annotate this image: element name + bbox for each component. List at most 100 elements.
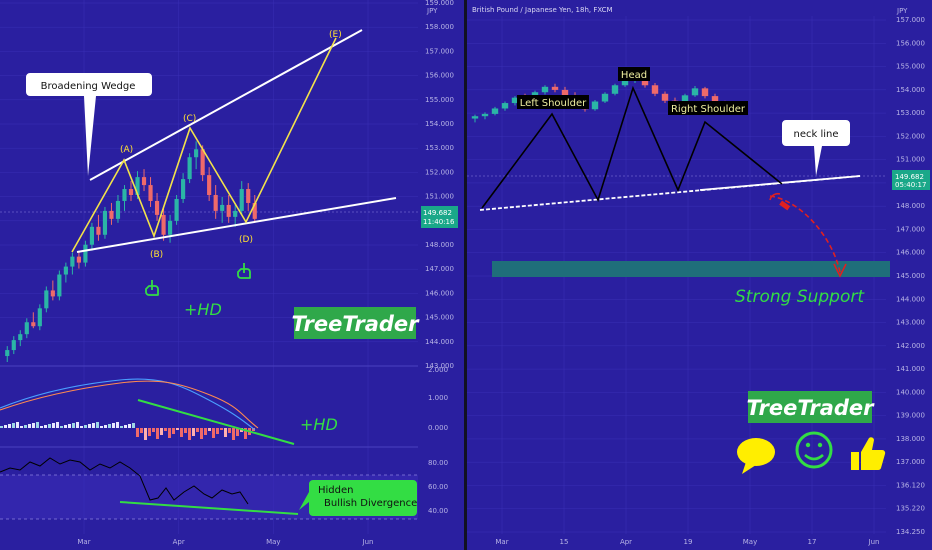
divergence-label-line2: Bullish Divergence [324, 498, 417, 509]
time-tick-label: 19 [684, 538, 693, 546]
macd-bar [108, 424, 111, 428]
candle-body [711, 96, 719, 104]
candle-body [167, 220, 173, 235]
right-chart-panel[interactable]: British Pound / Japanese Yen, 18h, FXCM … [467, 6, 930, 546]
speech-bubble-icon [737, 438, 775, 474]
macd-line [0, 378, 256, 431]
price-tick-label: 143.000 [425, 362, 454, 370]
candle-body [601, 93, 609, 102]
candle-body [11, 340, 16, 351]
macd-bar [216, 428, 219, 434]
macd-bar [204, 428, 207, 435]
candle-body [83, 244, 88, 263]
left-price-axis[interactable]: 159.000 158.000 157.000 156.000 155.000 154.0… [425, 0, 454, 515]
wave-label-c: (C) [183, 114, 196, 124]
left-price-badge[interactable]: 149.682 11:40:16 [421, 206, 458, 228]
right-unit-label: JPY [896, 7, 908, 15]
macd-bar [60, 426, 63, 428]
pointing-hand-icon-b [145, 280, 159, 296]
price-tick-label: 158.000 [425, 23, 454, 31]
left-time-axis[interactable]: Mar Apr May Jun [77, 538, 373, 546]
price-tick-label: 139.000 [896, 412, 925, 420]
price-tick-label: 157.000 [896, 16, 925, 24]
right-shoulder-label: Right Shoulder [671, 104, 746, 115]
time-tick-label: Jun [868, 538, 880, 546]
breakdown-arrow-icon [769, 192, 847, 278]
time-tick-label: May [266, 538, 280, 546]
panel-divider[interactable] [464, 0, 467, 550]
wave-label-b: (B) [150, 250, 163, 260]
candle-body [220, 204, 225, 211]
candle-body [24, 322, 29, 335]
macd-bar [172, 428, 175, 434]
candle-body [18, 334, 23, 341]
price-tick-label: 148.000 [425, 241, 454, 249]
left-badge-price: 149.682 [423, 209, 452, 217]
macd-bar [176, 428, 179, 430]
macd-bar [104, 425, 107, 428]
candle-body [591, 101, 599, 110]
right-badge-price: 149.682 [895, 173, 924, 181]
candle-body [57, 274, 62, 297]
candle-body [213, 195, 218, 211]
price-tick-label: 152.000 [896, 132, 925, 140]
candle-body [691, 88, 699, 96]
right-time-axis[interactable]: Mar 15 Apr 19 May 17 Jun [495, 538, 879, 546]
macd-bar [28, 424, 31, 428]
brand-badge-right [748, 391, 872, 423]
candle-body [681, 95, 689, 104]
candle-body [135, 177, 140, 196]
macd-bar [8, 424, 11, 428]
price-tick-label: 148.000 [896, 202, 925, 210]
left-unit-label: JPY [426, 7, 438, 15]
candle-body [102, 210, 108, 235]
macd-bar [200, 428, 203, 439]
macd-signal-line [0, 380, 259, 429]
time-tick-label: May [743, 538, 757, 546]
macd-bar [0, 426, 3, 428]
candle-body [701, 88, 709, 97]
macd-bar [228, 428, 231, 433]
time-tick-label: Mar [495, 538, 508, 546]
macd-bar [120, 426, 123, 428]
price-tick-label: 143.000 [896, 319, 925, 327]
candle-body [44, 290, 49, 309]
macd-bar [80, 426, 83, 428]
candle-body [37, 308, 42, 327]
left-chart-panel[interactable]: (A) (B) (C) (D) (E) Broadening Wedge +HD… [0, 0, 458, 546]
head-label: Head [621, 70, 647, 81]
head-callout: Head [618, 67, 650, 81]
left-candles [5, 141, 257, 362]
macd-bar [156, 428, 159, 439]
macd-bar [24, 425, 27, 428]
price-tick-label: 151.000 [896, 156, 925, 164]
wave-label-e: (E) [329, 30, 342, 40]
price-tick-label: 153.000 [425, 144, 454, 152]
macd-bar [232, 428, 235, 440]
candle-body [109, 210, 114, 219]
candle-body [200, 149, 205, 176]
macd-bar [168, 428, 171, 438]
price-tick-label: 142.000 [896, 342, 925, 350]
smiley-icon [795, 431, 833, 469]
macd-bar [44, 425, 47, 428]
candle-body [181, 179, 186, 199]
broadening-wedge-callout: Broadening Wedge [26, 73, 152, 176]
macd-bar [236, 428, 239, 436]
wave-label-a: (A) [120, 145, 133, 155]
macd-bar [20, 426, 23, 428]
candle-body [148, 185, 153, 201]
price-tick-label: 154.000 [425, 120, 454, 128]
right-price-badge[interactable]: 149.682 05:40:17 [892, 170, 930, 190]
price-tick-label: 157.000 [425, 47, 454, 55]
candle-body [226, 204, 231, 217]
candle-body [551, 86, 559, 90]
hidden-divergence-callout: Hidden Bullish Divergence [299, 480, 417, 516]
candle-body [115, 200, 121, 219]
candle-body [76, 256, 81, 263]
macd-bar [16, 422, 19, 428]
macd-bar [4, 425, 7, 428]
candle-body [96, 226, 101, 235]
candle-body [50, 290, 55, 297]
macd-bar [112, 423, 115, 428]
